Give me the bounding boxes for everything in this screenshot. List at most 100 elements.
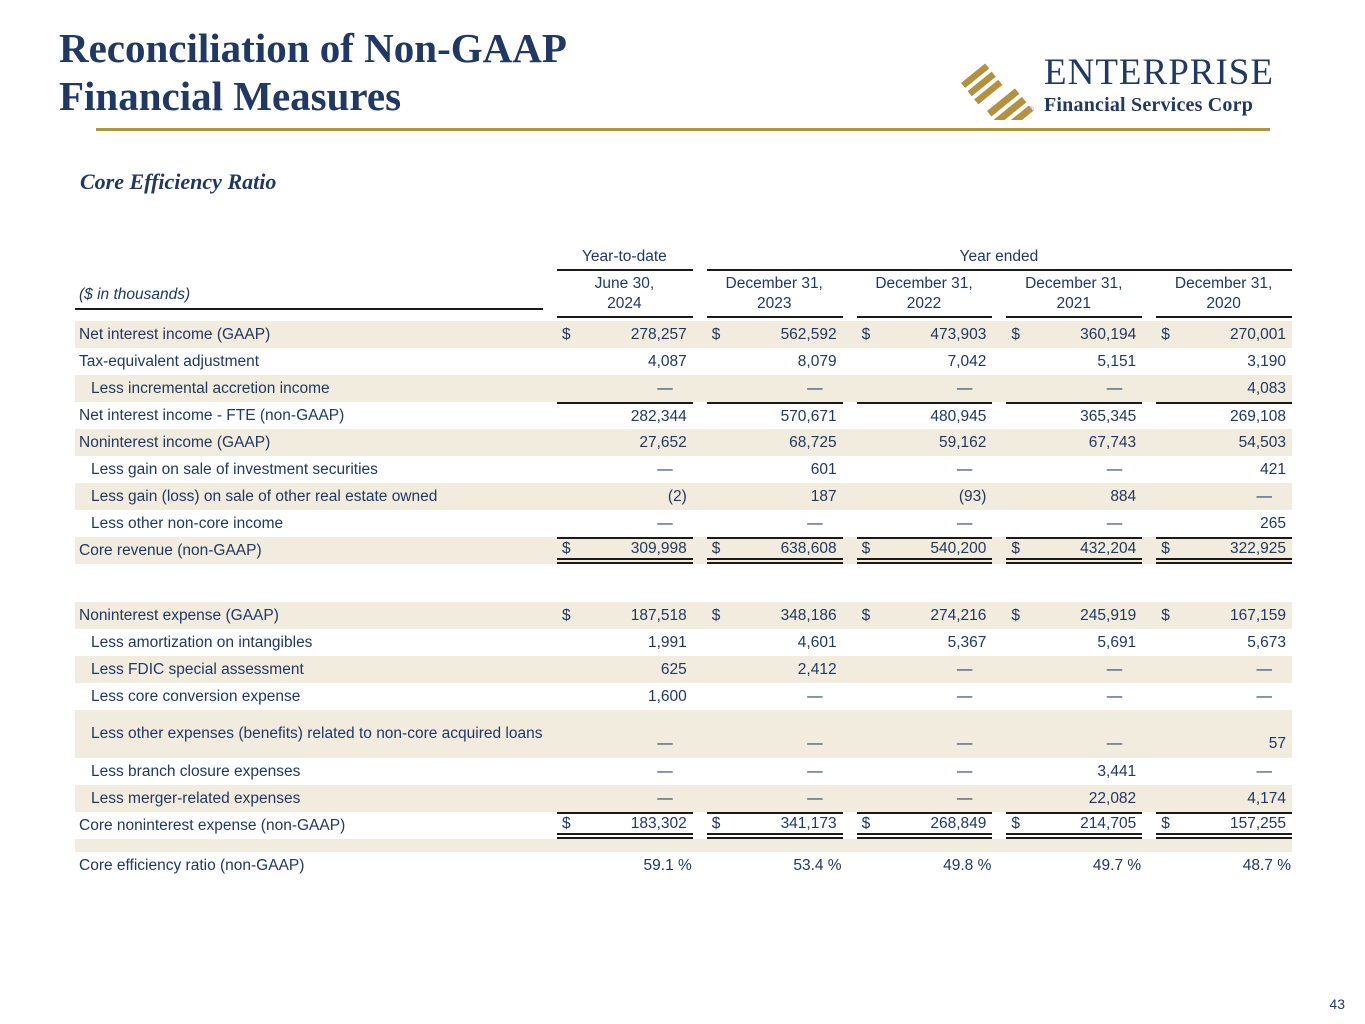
registered-trademark: ® [1028,105,1034,114]
table-row: Less other expenses (benefits) related t… [75,710,1292,758]
cell-value: 49.8 % [943,856,992,874]
cell-value: 625 [660,660,687,678]
table-row: Less branch closure expenses — — — 3,441 — [75,758,1292,785]
dollar-sign: $ [711,325,721,343]
value-cell: (2) [543,483,693,510]
units-label-cell: ($ in thousands) [75,271,543,321]
cell-value: — [657,762,673,780]
cell-value: 322,925 [1229,539,1286,557]
cell-value: — [1106,379,1123,397]
table-row: Tax-equivalent adjustment 4,087 8,079 7,042… [75,348,1292,375]
dollar-sign: $ [711,814,721,832]
dollar-sign: $ [562,325,571,343]
section-title: Core Efficiency Ratio [80,169,277,194]
dollar-sign: $ [861,539,871,557]
cell-value: 187,518 [630,606,687,624]
cell-value: 57 [1268,735,1286,752]
cell-value: 2,412 [797,660,837,678]
cell-value: — [807,762,823,780]
value-cell: 59.1 % [543,852,693,879]
value-cell: 480,945 [843,402,993,429]
cell-value: — [1106,460,1123,478]
dollar-sign: $ [562,606,571,624]
cell-value: — [657,789,673,807]
value-cell: (93) [843,483,993,510]
column-header: December 31, 2022 [843,271,993,321]
column-header-date: December 31, [725,274,823,292]
table-row: Less other non-core income — — — — 265 [75,510,1292,537]
row-label: Net interest income (GAAP) [79,325,271,343]
value-cell: 5,151 [992,348,1142,375]
page-title: Reconciliation of Non-GAAP Financial Mea… [59,24,567,121]
table-row: Less incremental accretion income — — — — 4,0… [75,375,1292,402]
value-cell: $268,849 [843,812,993,839]
table-row: Core efficiency ratio (non-GAAP) 59.1 % 53… [75,852,1292,879]
value-cell: 53.4 % [693,852,843,879]
cell-value: — [1256,660,1273,678]
value-cell: — [843,683,993,710]
units-label: ($ in thousands) [79,285,191,303]
value-cell: — [1142,656,1292,683]
core-efficiency-table: Year-to-date Year ended ($ in thousands)… [75,244,1292,879]
value-cell: — [843,456,993,483]
value-cell: 4,087 [543,348,693,375]
cell-value: 49.7 % [1092,856,1142,874]
cell-value: 54,503 [1238,433,1286,451]
table-row: Noninterest expense (GAAP) $187,518 $348,1… [75,602,1292,629]
value-cell: 22,082 [992,785,1142,812]
value-cell: $540,200 [843,537,993,564]
table-body: Net interest income (GAAP) $278,257 $562,5… [75,321,1292,879]
value-cell: $360,194 [992,321,1142,348]
spacer-cell [75,839,1292,852]
value-cell: — [543,510,693,537]
value-cell: $322,925 [1142,537,1292,564]
value-cell: — [843,758,993,785]
value-cell: 8,079 [693,348,843,375]
column-header: December 31, 2020 [1142,271,1292,321]
value-cell: — [543,710,693,758]
dollar-sign: $ [1011,814,1021,832]
value-cell: $245,919 [992,602,1142,629]
value-cell: $183,302 [543,812,693,839]
value-cell: 625 [543,656,693,683]
table-row: Core revenue (non-GAAP) $309,998 $638,608 $… [75,537,1292,564]
row-label: Less merger-related expenses [91,789,301,807]
value-cell: $157,255 [1142,812,1292,839]
value-cell: 3,441 [992,758,1142,785]
value-cell: $432,204 [992,537,1143,564]
cell-value: 4,174 [1247,789,1286,807]
cell-value: — [807,514,823,532]
cell-value: — [657,514,673,532]
cell-value: 5,151 [1097,352,1137,370]
cell-value: — [807,687,823,705]
value-cell: 365,345 [992,402,1143,429]
value-cell: 187 [693,483,843,510]
cell-value: 282,344 [630,407,687,425]
column-header-year: 2023 [756,294,792,312]
value-cell: — [1142,483,1292,510]
cell-value: — [657,735,673,752]
cell-value: — [1106,660,1123,678]
value-cell: — [843,510,993,537]
value-cell: 67,743 [992,429,1142,456]
cell-value: 5,367 [947,633,987,651]
value-cell: $278,257 [543,321,693,348]
table-row: Less amortization on intangibles 1,991 4,6… [75,629,1292,656]
column-header-year: 2024 [607,294,642,312]
cell-value: 268,849 [930,814,987,832]
value-cell: 570,671 [693,402,843,429]
value-cell: 27,652 [543,429,693,456]
value-cell: — [843,656,993,683]
value-cell: $473,903 [843,321,993,348]
value-cell: 4,601 [693,629,843,656]
column-header-date: June 30, [594,274,655,292]
value-cell: $562,592 [693,321,843,348]
value-cell: 4,083 [1142,375,1292,402]
row-label: Less gain (loss) on sale of other real e… [91,487,438,505]
value-cell: — [992,456,1142,483]
value-cell: $309,998 [543,537,693,564]
brand-subtitle: Financial Services Corp [1044,93,1254,116]
value-cell: 57 [1142,710,1292,758]
cell-value: — [657,460,673,478]
